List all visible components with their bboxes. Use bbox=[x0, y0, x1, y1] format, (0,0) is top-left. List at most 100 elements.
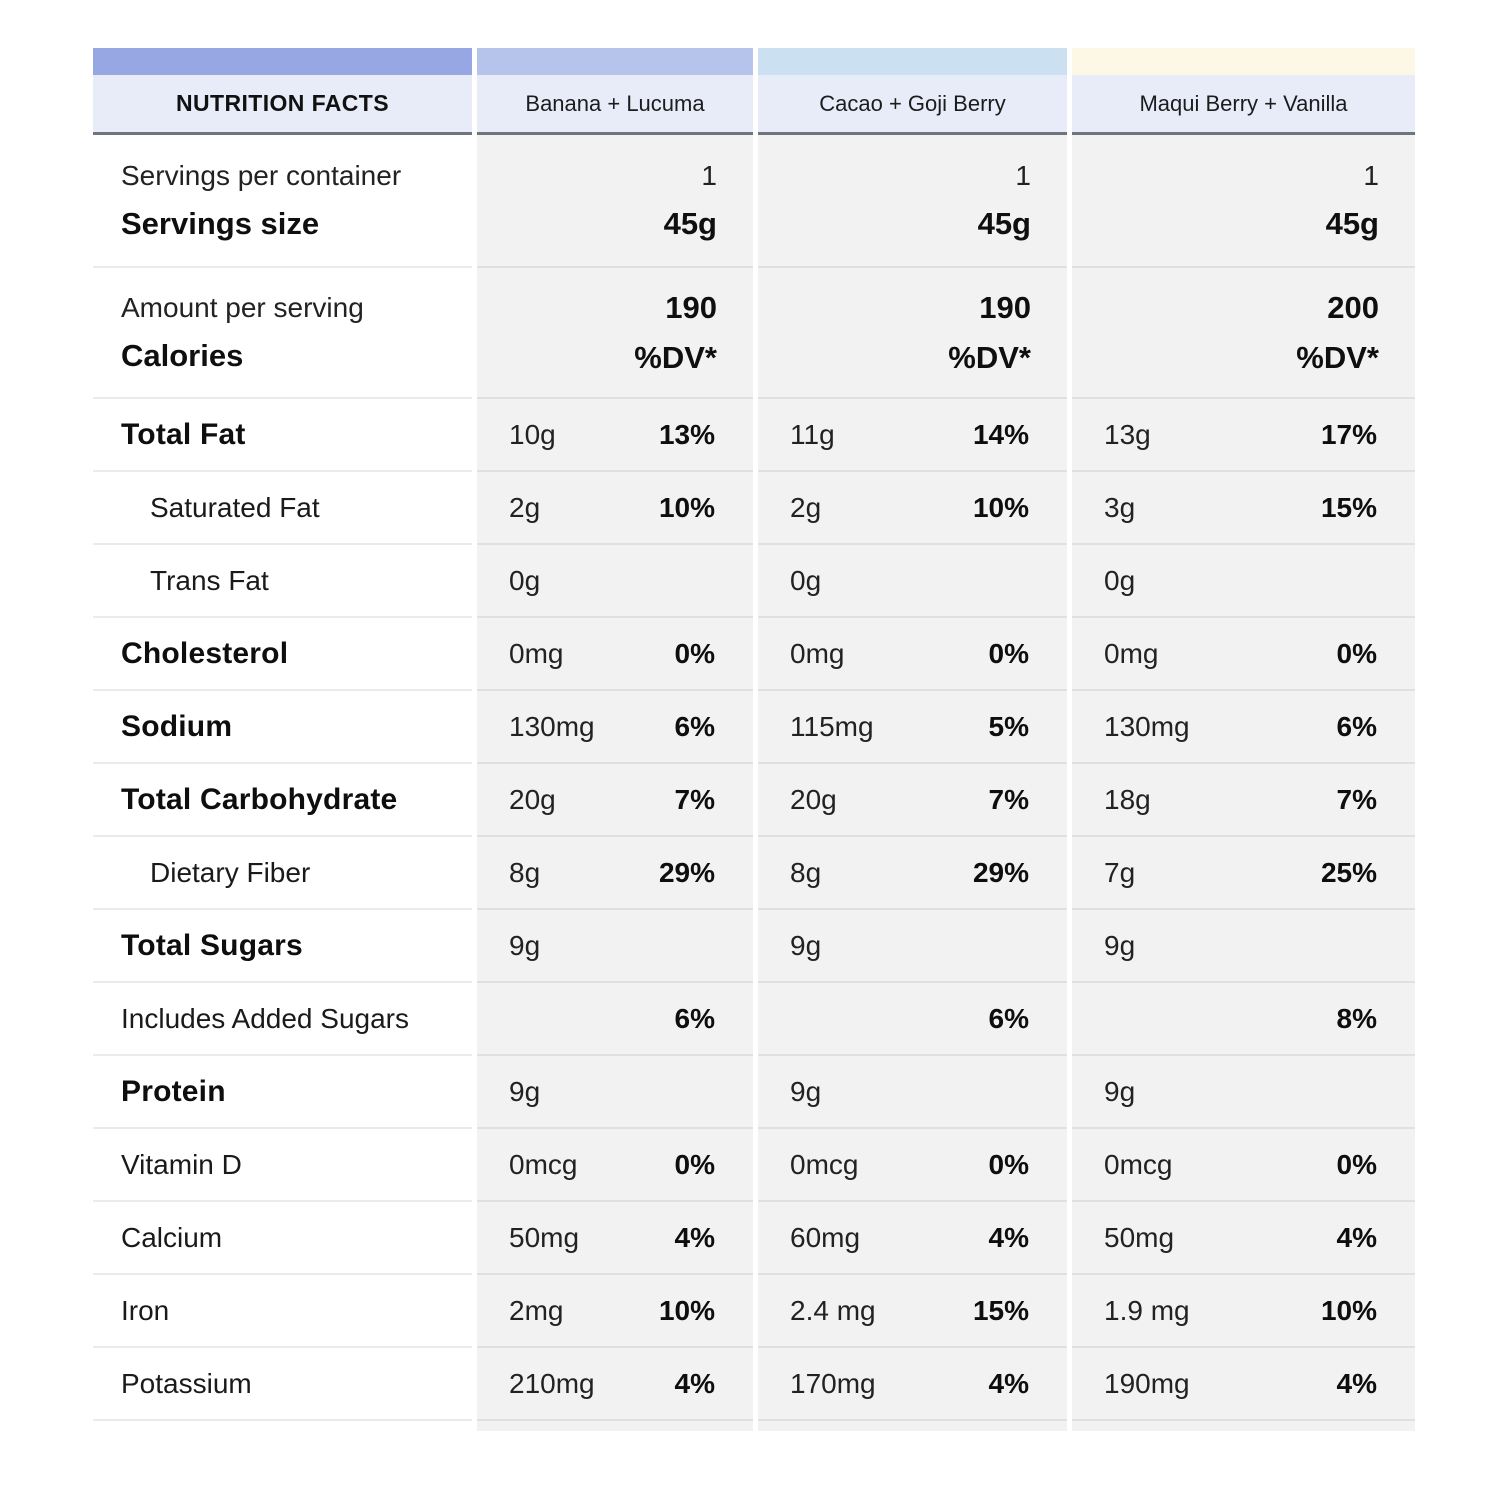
nutrient-value-cell: 9g bbox=[477, 1054, 753, 1127]
calories-row: Amount per serving Calories 190 %DV* 190… bbox=[93, 266, 1415, 397]
daily-value-percent: 0% bbox=[674, 1148, 715, 1180]
nutrient-value-cell: 13g 17% bbox=[1072, 397, 1415, 470]
servings-count: 1 bbox=[701, 159, 717, 191]
nutrient-label-cell: Saturated Fat bbox=[93, 470, 472, 543]
nutrient-value-cell: 0mg 0% bbox=[758, 616, 1067, 689]
nutrient-value-cell: 18g 7% bbox=[1072, 762, 1415, 835]
table-row: Potassium 210mg 4% 170mg 4% 190mg 4% bbox=[93, 1346, 1415, 1419]
servings-per-container-label: Servings per container bbox=[121, 159, 402, 191]
product-name: Cacao + Goji Berry bbox=[819, 90, 1006, 116]
nutrient-label-cell: Potassium bbox=[93, 1346, 472, 1419]
amount-value: 8g bbox=[509, 856, 541, 888]
daily-value-percent: 7% bbox=[1336, 783, 1377, 815]
amount-value: 3g bbox=[1104, 491, 1136, 523]
nutrient-value-cell: 8% bbox=[1072, 981, 1415, 1054]
table-row: Total Sugars 9g 9g 9g bbox=[93, 908, 1415, 981]
daily-value-percent: 10% bbox=[658, 491, 715, 523]
serving-size: 45g bbox=[977, 205, 1031, 241]
product-header-cell: Maqui Berry + Vanilla bbox=[1072, 75, 1415, 135]
table-row: Trans Fat 0g 0g 0g bbox=[93, 543, 1415, 616]
daily-value-percent: 29% bbox=[972, 856, 1029, 888]
nutrient-label: Iron bbox=[121, 1294, 170, 1326]
nutrient-label-cell: Iron bbox=[93, 1273, 472, 1346]
title-color-bar bbox=[93, 48, 472, 75]
servings-value-cell: 1 45g bbox=[477, 135, 753, 266]
product-color-bar bbox=[1072, 48, 1415, 75]
serving-size: 45g bbox=[663, 205, 717, 241]
amount-value: 20g bbox=[509, 783, 556, 815]
nutrient-value-cell: 0g bbox=[477, 543, 753, 616]
product-header-cell: Cacao + Goji Berry bbox=[758, 75, 1067, 135]
product-color-bar bbox=[758, 48, 1067, 75]
nutrient-value-cell: 9g bbox=[758, 908, 1067, 981]
nutrient-label-cell: Vitamin D bbox=[93, 1127, 472, 1200]
daily-value-percent: 29% bbox=[658, 856, 715, 888]
amount-value: 50mg bbox=[509, 1221, 580, 1253]
calories-label: Calories bbox=[121, 337, 244, 373]
nutrient-label-cell: Cholesterol bbox=[93, 616, 472, 689]
amount-value: 20g bbox=[790, 783, 837, 815]
amount-value: 11g bbox=[790, 418, 835, 450]
table-row: Protein 9g 9g 9g bbox=[93, 1054, 1415, 1127]
daily-value-percent: 4% bbox=[988, 1367, 1029, 1399]
nutrient-value-cell: 8g 29% bbox=[477, 835, 753, 908]
nutrient-value-cell: 0mg 0% bbox=[477, 616, 753, 689]
dv-heading: %DV* bbox=[634, 339, 717, 375]
daily-value-percent: 4% bbox=[674, 1367, 715, 1399]
nutrient-rows: Total Fat 10g 13% 11g 14% 13g 17% Satura… bbox=[93, 397, 1415, 1419]
daily-value-percent: 0% bbox=[988, 1148, 1029, 1180]
nutrient-value-cell: 1.9 mg 10% bbox=[1072, 1273, 1415, 1346]
nutrient-value-cell: 210mg 4% bbox=[477, 1346, 753, 1419]
header-row: NUTRITION FACTS Banana + Lucuma Cacao + … bbox=[93, 75, 1415, 135]
nutrient-label-cell: Total Fat bbox=[93, 397, 472, 470]
servings-value-cell: 1 45g bbox=[1072, 135, 1415, 266]
amount-value: 2mg bbox=[509, 1294, 564, 1326]
daily-value-percent: 4% bbox=[674, 1221, 715, 1253]
amount-value: 1.9 mg bbox=[1104, 1294, 1190, 1326]
nutrient-value-cell: 9g bbox=[758, 1054, 1067, 1127]
nutrient-value-cell: 0mcg 0% bbox=[758, 1127, 1067, 1200]
amount-value: 0g bbox=[509, 564, 541, 596]
daily-value-percent: 6% bbox=[674, 1002, 715, 1034]
nutrient-label: Sodium bbox=[121, 709, 233, 743]
nutrient-label: Potassium bbox=[121, 1367, 252, 1399]
top-color-bars bbox=[93, 48, 1415, 75]
amount-value: 190mg bbox=[1104, 1367, 1190, 1399]
calories-value-cell: 200 %DV* bbox=[1072, 266, 1415, 397]
daily-value-percent: 6% bbox=[1336, 710, 1377, 742]
amount-value: 18g bbox=[1104, 783, 1151, 815]
daily-value-percent: 6% bbox=[988, 1002, 1029, 1034]
daily-value-percent: 25% bbox=[1320, 856, 1377, 888]
daily-value-percent: 0% bbox=[1336, 1148, 1377, 1180]
servings-count: 1 bbox=[1363, 159, 1379, 191]
daily-value-percent: 6% bbox=[674, 710, 715, 742]
nutrient-value-cell: 60mg 4% bbox=[758, 1200, 1067, 1273]
table-footer-strip bbox=[93, 1419, 1415, 1431]
table-row: Total Fat 10g 13% 11g 14% 13g 17% bbox=[93, 397, 1415, 470]
table-row: Iron 2mg 10% 2.4 mg 15% 1.9 mg 10% bbox=[93, 1273, 1415, 1346]
nutrient-value-cell: 0g bbox=[758, 543, 1067, 616]
footer-cell bbox=[93, 1419, 472, 1431]
table-row: Dietary Fiber 8g 29% 8g 29% 7g 25% bbox=[93, 835, 1415, 908]
table-row: Saturated Fat 2g 10% 2g 10% 3g 15% bbox=[93, 470, 1415, 543]
amount-value: 9g bbox=[1104, 1075, 1136, 1107]
amount-value: 10g bbox=[509, 418, 556, 450]
table-title-cell: NUTRITION FACTS bbox=[93, 75, 472, 135]
amount-value: 170mg bbox=[790, 1367, 876, 1399]
amount-value: 0mcg bbox=[1104, 1148, 1173, 1180]
nutrient-value-cell: 3g 15% bbox=[1072, 470, 1415, 543]
nutrient-value-cell: 190mg 4% bbox=[1072, 1346, 1415, 1419]
amount-value: 115mg bbox=[790, 710, 874, 742]
amount-value: 130mg bbox=[1104, 710, 1190, 742]
nutrient-value-cell: 7g 25% bbox=[1072, 835, 1415, 908]
nutrient-label: Includes Added Sugars bbox=[121, 1002, 409, 1034]
amount-value: 0g bbox=[790, 564, 822, 596]
amount-value: 7g bbox=[1104, 856, 1136, 888]
calories-value-cell: 190 %DV* bbox=[758, 266, 1067, 397]
amount-per-serving-label: Amount per serving bbox=[121, 291, 364, 323]
nutrient-value-cell: 50mg 4% bbox=[477, 1200, 753, 1273]
daily-value-percent: 0% bbox=[674, 637, 715, 669]
amount-value: 2g bbox=[509, 491, 541, 523]
table-row: Total Carbohydrate 20g 7% 20g 7% 18g 7% bbox=[93, 762, 1415, 835]
amount-value: 0mg bbox=[1104, 637, 1159, 669]
